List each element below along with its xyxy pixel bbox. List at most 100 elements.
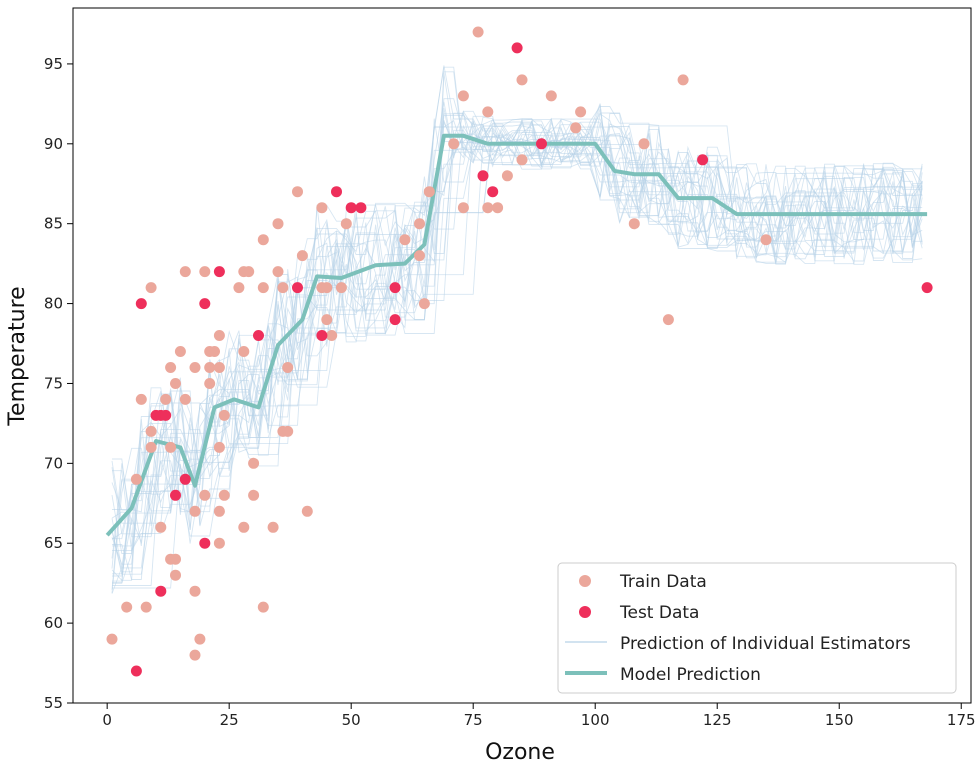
train-point xyxy=(179,266,191,278)
legend-train-marker xyxy=(579,575,591,587)
test-point xyxy=(130,665,142,677)
test-points xyxy=(130,42,933,677)
legend-train-label: Train Data xyxy=(619,572,707,592)
train-point xyxy=(492,202,504,214)
y-axis: 55 60 65 70 75 80 85 90 95 xyxy=(44,55,73,712)
test-point xyxy=(170,489,181,501)
train-point xyxy=(335,282,347,294)
train-point xyxy=(135,393,147,405)
train-point xyxy=(213,505,225,517)
train-point xyxy=(326,330,338,341)
test-point xyxy=(355,202,367,214)
test-point xyxy=(316,330,328,341)
train-point xyxy=(414,250,425,262)
estimator-line xyxy=(111,118,923,559)
train-point xyxy=(248,489,260,501)
test-point xyxy=(160,409,172,421)
train-point xyxy=(194,633,206,645)
legend: Train Data Test Data Prediction of Indiv… xyxy=(557,562,957,694)
train-point xyxy=(209,346,220,357)
estimator-line xyxy=(112,122,923,538)
train-point xyxy=(233,282,245,294)
train-points xyxy=(106,26,772,661)
train-point xyxy=(140,601,152,613)
x-tick-label: 175 xyxy=(947,711,976,729)
test-point xyxy=(921,282,933,294)
train-point xyxy=(418,298,430,310)
train-point xyxy=(189,505,201,517)
train-point xyxy=(145,441,157,453)
train-point xyxy=(257,282,269,294)
test-point xyxy=(199,298,211,310)
train-point xyxy=(272,218,284,230)
y-tick-label: 80 xyxy=(44,295,63,313)
train-point xyxy=(448,138,460,150)
train-point xyxy=(516,154,528,166)
y-tick-label: 95 xyxy=(44,55,63,73)
train-point xyxy=(638,138,650,150)
x-tick-label: 25 xyxy=(220,711,239,729)
train-point xyxy=(174,346,186,357)
train-point xyxy=(321,282,333,294)
test-point xyxy=(345,202,357,214)
train-point xyxy=(277,282,289,294)
x-tick-label: 0 xyxy=(102,711,112,729)
train-point xyxy=(760,234,772,246)
train-point xyxy=(457,90,469,102)
legend-box xyxy=(557,562,957,694)
train-point xyxy=(423,186,435,198)
y-tick-label: 85 xyxy=(44,215,63,233)
train-point xyxy=(662,314,674,326)
train-point xyxy=(179,393,191,405)
x-tick-label: 50 xyxy=(342,711,361,729)
estimator-line xyxy=(111,118,923,581)
y-tick-label: 75 xyxy=(44,374,63,392)
y-tick-label: 60 xyxy=(44,614,63,632)
train-point xyxy=(248,457,260,469)
train-point xyxy=(165,362,177,373)
train-point xyxy=(165,441,177,453)
test-point xyxy=(389,282,401,294)
train-point xyxy=(238,346,250,357)
train-point xyxy=(272,266,284,278)
y-tick-label: 90 xyxy=(44,135,63,153)
train-point xyxy=(321,314,333,326)
train-point xyxy=(155,521,167,533)
test-point xyxy=(179,473,191,485)
y-axis-label: Temperature xyxy=(5,286,30,426)
train-point xyxy=(257,601,269,613)
train-point xyxy=(570,122,582,134)
x-tick-label: 100 xyxy=(581,711,610,729)
test-point xyxy=(511,42,523,54)
estimator-line xyxy=(111,126,923,554)
train-point xyxy=(189,585,201,597)
legend-estimators-label: Prediction of Individual Estimators xyxy=(620,634,911,654)
train-point xyxy=(628,218,640,230)
train-point xyxy=(204,362,216,373)
x-tick-label: 75 xyxy=(464,711,483,729)
train-point xyxy=(213,362,225,373)
test-point xyxy=(292,282,303,294)
train-point xyxy=(170,378,181,389)
train-point xyxy=(106,633,118,645)
legend-test-marker xyxy=(579,606,591,618)
train-point xyxy=(145,425,157,437)
y-tick-label: 70 xyxy=(44,454,63,472)
estimator-line xyxy=(111,71,923,535)
train-point xyxy=(482,202,494,214)
train-point xyxy=(316,202,328,214)
train-point xyxy=(292,186,303,198)
train-point xyxy=(340,218,352,230)
train-point xyxy=(204,378,216,389)
train-point xyxy=(199,266,211,278)
test-point xyxy=(135,298,147,310)
train-point xyxy=(218,489,230,501)
test-point xyxy=(199,537,211,549)
test-point xyxy=(477,170,489,182)
y-tick-label: 55 xyxy=(44,694,63,712)
estimator-line xyxy=(112,116,923,584)
train-point xyxy=(545,90,557,102)
train-point xyxy=(677,74,689,86)
train-point xyxy=(399,234,411,246)
train-point xyxy=(472,26,484,38)
